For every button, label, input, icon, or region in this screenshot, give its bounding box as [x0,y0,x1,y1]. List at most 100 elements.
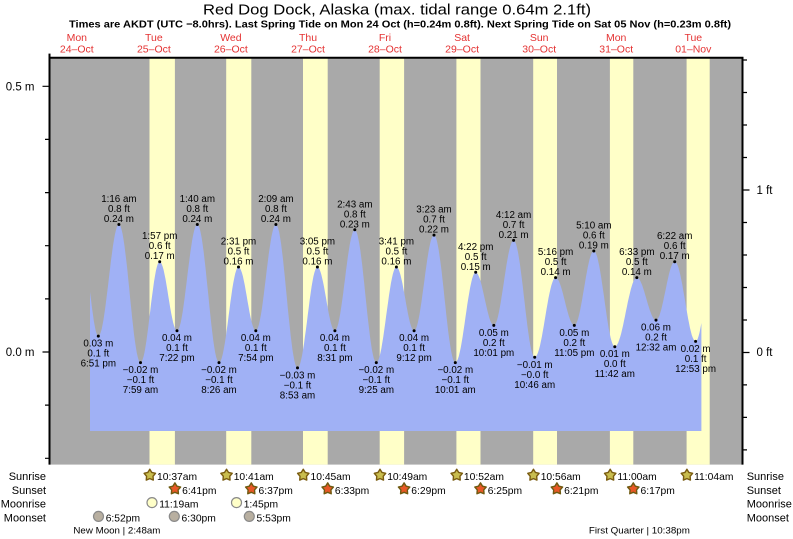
svg-text:0.04 m: 0.04 m [320,333,350,344]
svg-text:0.5 ft: 0.5 ft [307,247,329,258]
svg-text:0.6 ft: 0.6 ft [149,241,171,252]
svg-text:0.16 m: 0.16 m [302,257,332,268]
svg-text:Moonrise: Moonrise [747,499,792,511]
svg-text:0.5 ft: 0.5 ft [465,252,487,263]
svg-text:Thu: Thu [299,32,317,44]
svg-text:Mon: Mon [67,32,88,44]
svg-text:0.2 ft: 0.2 ft [483,338,505,349]
svg-text:−0.02 m: −0.02 m [201,365,237,376]
svg-text:Tue: Tue [145,32,163,44]
svg-text:−0.02 m: −0.02 m [123,365,159,376]
svg-text:Tue: Tue [684,32,702,44]
svg-text:0.02 m: 0.02 m [681,344,711,355]
svg-text:27–Oct: 27–Oct [291,44,325,56]
svg-text:0.5 m: 0.5 m [6,81,35,93]
svg-text:6:37pm: 6:37pm [259,486,293,497]
svg-text:10:56am: 10:56am [541,472,581,483]
svg-text:0.1 ft: 0.1 ft [166,343,188,354]
svg-text:3:05 pm: 3:05 pm [300,237,335,248]
svg-text:0.15 m: 0.15 m [461,262,491,273]
svg-text:10:45am: 10:45am [311,472,351,483]
svg-text:11:00am: 11:00am [617,472,656,483]
svg-text:10:01 pm: 10:01 pm [473,348,514,359]
svg-text:0.17 m: 0.17 m [660,251,690,262]
svg-text:0.03 m: 0.03 m [83,339,113,350]
svg-text:−0.1 ft: −0.1 ft [284,380,312,391]
svg-text:0.6 ft: 0.6 ft [583,231,605,242]
svg-text:6:30pm: 6:30pm [182,513,216,524]
svg-text:0.8 ft: 0.8 ft [186,204,208,215]
svg-text:0.5 ft: 0.5 ft [545,257,567,268]
svg-text:0.04 m: 0.04 m [399,333,429,344]
svg-text:Fri: Fri [379,32,391,44]
svg-text:2:09 am: 2:09 am [258,194,293,205]
svg-text:2:31 pm: 2:31 pm [221,237,256,248]
svg-text:8:31 pm: 8:31 pm [317,353,352,364]
svg-text:6:33 pm: 6:33 pm [619,247,654,258]
svg-text:0.8 ft: 0.8 ft [344,209,366,220]
svg-text:0.2 ft: 0.2 ft [645,333,667,344]
svg-text:0.23 m: 0.23 m [340,219,370,230]
svg-text:10:49am: 10:49am [387,472,427,483]
svg-text:First Quarter | 10:38pm: First Quarter | 10:38pm [589,525,690,536]
svg-text:1 ft: 1 ft [757,185,774,197]
svg-text:0.14 m: 0.14 m [541,267,571,278]
svg-text:−0.0 ft: −0.0 ft [521,370,549,381]
svg-text:−0.1 ft: −0.1 ft [363,375,391,386]
svg-text:Moonrise: Moonrise [1,499,46,511]
svg-text:0.5 ft: 0.5 ft [386,247,408,258]
svg-text:7:54 pm: 7:54 pm [238,353,273,364]
svg-text:0.06 m: 0.06 m [641,323,671,334]
svg-text:10:01 am: 10:01 am [435,385,476,396]
svg-text:0.04 m: 0.04 m [162,333,192,344]
svg-text:0.1 ft: 0.1 ft [403,343,425,354]
svg-text:0.01 m: 0.01 m [600,349,630,360]
svg-text:8:53 am: 8:53 am [280,390,315,401]
svg-text:7:59 am: 7:59 am [123,385,158,396]
svg-text:0.2 ft: 0.2 ft [563,338,585,349]
svg-text:6:51 pm: 6:51 pm [81,359,116,370]
svg-text:01–Nov: 01–Nov [675,44,712,56]
svg-text:0.21 m: 0.21 m [499,230,529,241]
svg-text:0.8 ft: 0.8 ft [108,204,130,215]
svg-text:9:25 am: 9:25 am [359,385,394,396]
svg-text:30–Oct: 30–Oct [522,44,556,56]
svg-text:1:57 pm: 1:57 pm [142,231,177,242]
svg-text:11:05 pm: 11:05 pm [554,348,594,359]
svg-text:Wed: Wed [220,32,242,44]
svg-text:−0.1 ft: −0.1 ft [205,375,233,386]
svg-text:0.5 ft: 0.5 ft [626,257,648,268]
svg-text:−0.1 ft: −0.1 ft [127,375,155,386]
svg-text:Sunrise: Sunrise [747,471,784,483]
svg-text:6:17pm: 6:17pm [641,486,675,497]
svg-text:31–Oct: 31–Oct [599,44,633,56]
svg-text:5:10 am: 5:10 am [576,221,611,232]
svg-text:5:16 pm: 5:16 pm [538,247,573,258]
svg-text:4:22 pm: 4:22 pm [458,242,493,253]
svg-text:10:37am: 10:37am [157,472,197,483]
svg-text:5:53pm: 5:53pm [257,513,291,524]
svg-text:0.8 ft: 0.8 ft [265,204,287,215]
svg-text:8:26 am: 8:26 am [201,385,236,396]
svg-text:Times are AKDT (UTC −8.0hrs).: Times are AKDT (UTC −8.0hrs). Last Sprin… [69,18,731,30]
svg-text:−0.02 m: −0.02 m [437,365,473,376]
svg-text:6:25pm: 6:25pm [488,486,522,497]
svg-text:2:43 am: 2:43 am [337,199,372,210]
svg-text:1:40 am: 1:40 am [180,194,215,205]
svg-text:0.04 m: 0.04 m [241,333,271,344]
svg-text:0.24 m: 0.24 m [261,214,291,225]
svg-text:0.0 m: 0.0 m [6,347,35,359]
svg-text:0.24 m: 0.24 m [104,214,134,225]
svg-text:0.24 m: 0.24 m [182,214,212,225]
svg-text:Sun: Sun [530,32,549,44]
svg-text:0.6 ft: 0.6 ft [664,241,686,252]
svg-text:7:22 pm: 7:22 pm [159,353,194,364]
svg-text:6:33pm: 6:33pm [335,486,369,497]
svg-text:0.1 ft: 0.1 ft [245,343,267,354]
svg-text:Red Dog Dock, Alaska (max. tid: Red Dog Dock, Alaska (max. tidal range 0… [203,2,591,19]
svg-text:Moonset: Moonset [4,512,46,524]
svg-text:0.22 m: 0.22 m [419,225,449,236]
svg-text:10:46 am: 10:46 am [514,380,555,391]
svg-text:0.5 ft: 0.5 ft [228,247,250,258]
svg-text:0.05 m: 0.05 m [559,328,589,339]
